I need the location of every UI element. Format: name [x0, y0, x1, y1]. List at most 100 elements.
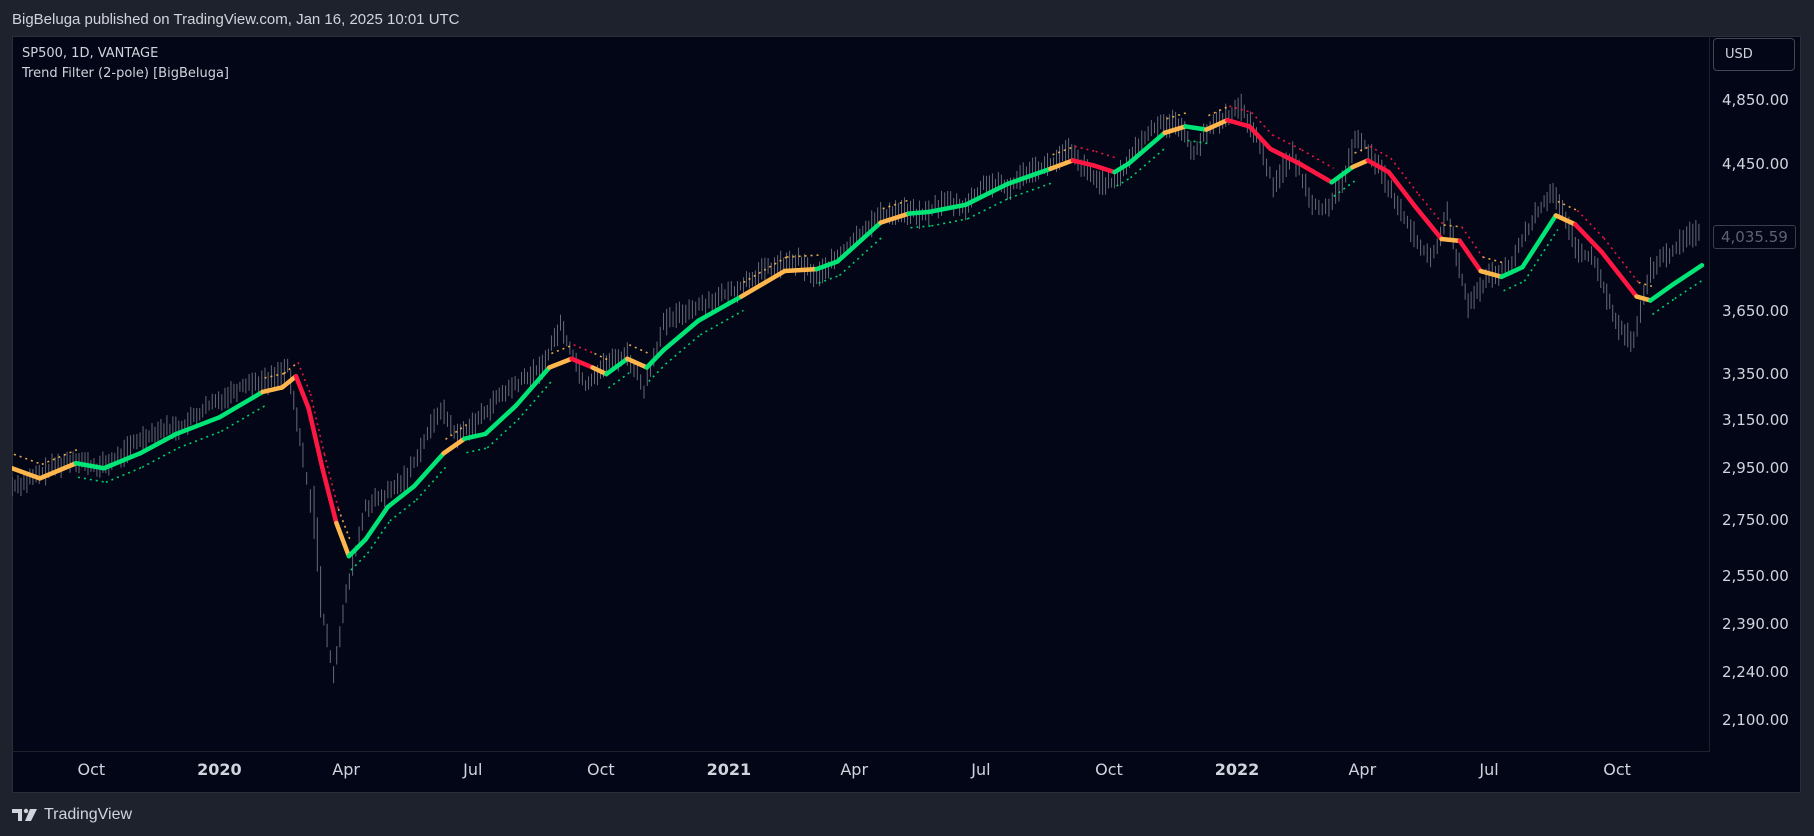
symbol-label[interactable]: SP500, 1D, VANTAGE — [22, 46, 159, 61]
trend-segment — [346, 537, 368, 559]
trend-segment — [590, 365, 609, 377]
time-axis-tick: 2021 — [706, 760, 752, 779]
band-segment — [77, 476, 107, 484]
band-segment — [221, 405, 265, 433]
band-segment — [141, 447, 179, 469]
time-axis-tick: Apr — [332, 760, 360, 779]
indicator-label[interactable]: Trend Filter (2-pole) [BigBeluga] — [22, 66, 230, 81]
trend-segment — [1005, 166, 1053, 187]
trend-segment — [814, 259, 840, 272]
trend-segment — [1457, 238, 1483, 274]
trend-segment — [1225, 117, 1252, 129]
band-segment — [699, 309, 744, 336]
price-axis-tick: 3,350.00 — [1722, 365, 1789, 384]
trend-segment — [412, 451, 446, 489]
trend-segment — [1386, 169, 1419, 211]
trend-segment — [174, 415, 222, 437]
last-price-badge: 4,035.59 — [1713, 225, 1796, 249]
band-segment — [1166, 111, 1188, 120]
trend-segment — [927, 202, 968, 215]
trend-segment — [334, 520, 352, 559]
trend-segment — [483, 403, 519, 437]
trend-segment — [1573, 222, 1605, 255]
band-segment — [1208, 105, 1230, 117]
trend-segment — [1520, 213, 1559, 270]
trend-segment — [1297, 161, 1334, 185]
price-axis-tick: 2,390.00 — [1722, 615, 1789, 634]
price-axis-tick: 2,550.00 — [1722, 567, 1789, 586]
band-segment — [664, 334, 701, 365]
trend-segment — [1599, 249, 1639, 299]
trend-segment — [1365, 158, 1392, 175]
band-segment — [931, 218, 968, 227]
band-segment — [1576, 209, 1605, 239]
currency-button[interactable]: USD — [1713, 38, 1795, 71]
band-segment — [177, 430, 222, 449]
trend-segment — [260, 385, 285, 395]
band-segment — [415, 466, 447, 501]
trend-segment — [101, 451, 143, 471]
trend-segment — [835, 220, 883, 264]
trend-segment — [1350, 158, 1371, 170]
band-segment — [551, 344, 574, 355]
band-segment — [910, 225, 932, 229]
trend-segment — [1091, 163, 1117, 175]
band-segment — [1009, 182, 1053, 199]
band-segment — [743, 256, 788, 284]
publish-header: BigBeluga published on TradingView.com, … — [0, 0, 1814, 36]
trend-segment — [73, 461, 107, 471]
price-chart-canvas[interactable] — [12, 36, 1710, 752]
trend-segment — [547, 356, 574, 370]
trend-segment — [279, 374, 299, 390]
trend-segment — [12, 466, 43, 481]
time-axis-tick: Apr — [840, 760, 869, 779]
tradingview-brand[interactable]: TradingView — [12, 803, 132, 827]
trend-segment — [1553, 213, 1578, 227]
band-segment — [1129, 146, 1168, 179]
band-segment — [1390, 157, 1420, 195]
trend-segment — [1670, 263, 1705, 287]
trend-segment — [1247, 124, 1273, 152]
trend-segment — [293, 374, 311, 411]
price-axis-tick: 2,950.00 — [1722, 459, 1789, 478]
trend-bands — [13, 105, 1705, 571]
tradingview-logo-icon — [12, 808, 37, 821]
trend-segment — [878, 211, 911, 225]
band-segment — [1503, 280, 1525, 292]
time-axis-tick: Jul — [1479, 760, 1499, 779]
band-segment — [1052, 145, 1076, 156]
trend-segment — [1634, 294, 1653, 303]
trend-segment — [1414, 206, 1444, 242]
band-segment — [818, 274, 840, 284]
time-axis-tick: Oct — [1603, 760, 1631, 779]
time-axis-tick: 2020 — [197, 760, 242, 779]
price-axis-tick: 2,100.00 — [1722, 711, 1789, 729]
trend-segment — [604, 356, 630, 377]
band-segment — [1482, 256, 1504, 264]
time-axis-tick: Oct — [587, 760, 615, 779]
trend-segment — [513, 365, 552, 408]
price-axis-tick: 2,240.00 — [1722, 663, 1789, 682]
trend-segment — [462, 431, 488, 441]
band-segment — [882, 198, 911, 210]
band-segment — [594, 352, 609, 361]
trend-segment — [1329, 164, 1355, 185]
band-segment — [1418, 193, 1445, 226]
band-segment — [1638, 281, 1653, 288]
band-segment — [786, 254, 819, 258]
trend-segment — [1070, 158, 1096, 168]
trend-segment — [441, 436, 467, 456]
band-segment — [366, 520, 391, 554]
trend-segment — [385, 483, 417, 510]
price-axis-tick: 3,150.00 — [1722, 410, 1789, 429]
band-segment — [967, 197, 1010, 220]
band-segment — [105, 466, 143, 483]
price-axis-separator — [1709, 36, 1710, 752]
trend-segment — [1499, 264, 1525, 280]
trend-segment — [1048, 158, 1076, 172]
trend-segment — [320, 466, 339, 526]
band-segment — [1557, 200, 1578, 212]
trend-segment — [1162, 124, 1188, 136]
trend-segment — [1268, 146, 1302, 167]
trend-segment — [363, 504, 391, 542]
